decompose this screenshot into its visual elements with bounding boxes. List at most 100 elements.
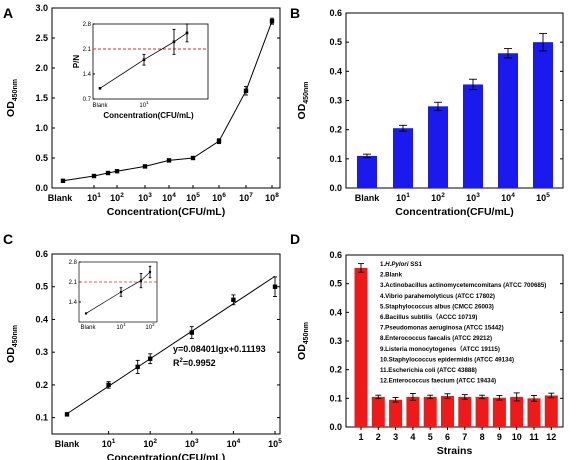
legend-name: Actinobacillus actinomycetemcomitans (AT… (385, 282, 546, 289)
panelC-inset-frame (78, 261, 158, 323)
legend-name: Blank (385, 272, 402, 279)
panelC-xtick-label-exp: 1 (112, 438, 116, 445)
panelD-bar (458, 396, 472, 427)
panelA-xtick-blank: Blank (48, 193, 74, 203)
panelA-xtick-label-exp: 5 (196, 192, 200, 199)
panelA-xtick-label-base: 10 (110, 193, 120, 203)
inset-xtick-exp: 1 (146, 100, 149, 105)
panelA-inset-xtick-blank: Blank (92, 103, 108, 109)
panelB-ylabel-sub: 450nm (303, 82, 310, 104)
panelB-xtick-label: 101 (396, 192, 410, 203)
panelA-xtick-label-exp: 2 (120, 192, 124, 199)
panelB-xtick-label-exp: 1 (406, 192, 410, 199)
panelA-xtick-label-base: 10 (239, 193, 249, 203)
panelA-xtick-label-base: 10 (186, 193, 196, 203)
panelD-ytick-label: 0.2 (329, 365, 342, 375)
panelA-data-point (166, 158, 172, 163)
panelD-legend-item: 1.H.Pylori SS1 (380, 261, 423, 268)
panelB-ylabel: OD450nm (296, 82, 310, 120)
panelD-bar (406, 396, 420, 427)
legend-suffix: SS1 (409, 261, 423, 268)
panelD-xtick-label: 7 (462, 432, 467, 442)
panelA-series-line (62, 21, 273, 182)
legend-num: 6. (380, 314, 385, 321)
panelB-bar (463, 84, 483, 188)
panelD-legend-item: 11.Escherichia coli (ATCC 43888) (380, 367, 477, 374)
panelB-bar (533, 42, 553, 188)
panelB-xtick-label-exp: 3 (476, 192, 480, 199)
panelA-xtick-label-exp: 7 (249, 192, 253, 199)
panelC-inset-ytick-label: 2.8 (69, 260, 78, 266)
panelB-xtick-blank: Blank (355, 193, 381, 203)
panelA-data-point (60, 178, 66, 183)
panelC-inset-point (84, 312, 88, 315)
r2-sup: 2 (180, 358, 184, 364)
panelC-ylabel: OD450nm (5, 325, 19, 363)
panelC-ytick-label: 0.6 (35, 249, 48, 259)
panelD-xtick-label: 2 (376, 432, 381, 442)
panelB-ylabel-main: OD (296, 103, 308, 119)
panelA-inset-xlabel: Concentration(CFU/mL) (103, 111, 194, 120)
panelB-xtick-label-base: 10 (466, 193, 476, 203)
panelD-ylabel-sub: 450nm (303, 322, 310, 344)
panelD-legend-item: 8.Enterococcus faecalis (ATCC 29212) (380, 335, 492, 342)
panelC-data-point (106, 382, 111, 388)
panelD-bar (492, 397, 506, 427)
legend-num: 10. (380, 356, 389, 363)
panelA-inset-xtick-label: 101 (139, 100, 149, 109)
panelA-data-point (91, 173, 97, 179)
panelB-bar (428, 106, 448, 188)
panelD-ytick-label: 0.0 (329, 422, 342, 432)
panelC-inset-xtick-label: 101 (116, 322, 126, 331)
legend-num: 5. (380, 303, 385, 310)
panelD-ylabel-main: OD (296, 344, 308, 360)
panelB-xtick-label: 103 (466, 192, 480, 203)
panel-label-D: D (290, 231, 300, 247)
panelD-ytick-label: 0.3 (329, 336, 342, 346)
panelB-xtick-label-base: 10 (501, 193, 511, 203)
panelD-legend-item: 2.Blank (380, 272, 403, 279)
panelC-fit-line (66, 275, 276, 415)
legend-name: Staphylococcus albus (CMCC 26003) (385, 303, 494, 310)
panelA-inset-point (172, 40, 176, 44)
panelC-xtick-label: 102 (143, 438, 157, 449)
panelD-ytick-label: 0.6 (329, 250, 342, 260)
panelD-xlabel: Strains (437, 445, 473, 457)
panelA-xlabel: Concentration(CFU/mL) (107, 206, 225, 218)
legend-num: 7. (380, 325, 385, 332)
panelB-ytick-label: 0.3 (329, 96, 342, 106)
legend-name: Staphylococcus epidermidis (ATCC 49134) (389, 356, 514, 363)
panelA-ytick-label: 0.0 (35, 183, 48, 193)
panelD-legend-item: 9.Listeria monocytogenes（ATCC 19115) (380, 345, 500, 353)
panelC-frame (51, 253, 281, 435)
panelD-xtick-label: 1 (358, 432, 363, 442)
panelA-inset-ytick-label: 2.8 (83, 22, 92, 28)
panelD-legend-item: 7.Pseudomonas aeruginosa (ATCC 15442) (380, 325, 504, 332)
panelB-bar (357, 155, 377, 188)
panelC-equation: y=0.08401lgx+0.11193 (173, 344, 266, 354)
legend-name: Enterococcus faecalis (ATCC 29212) (385, 335, 492, 342)
panelA-ytick-label: 2.0 (35, 63, 48, 73)
panelC-inset-ytick-label: 2.1 (69, 280, 78, 286)
panelB-xtick-label-base: 10 (431, 193, 441, 203)
panelC-inset-xtick-label: 102 (145, 322, 155, 331)
panelC-xtick-blank: Blank (55, 439, 81, 449)
panelA-inset-ytick-label: 2.1 (83, 47, 92, 53)
panelA-inset-line (99, 32, 188, 89)
panelD-xtick-label: 9 (497, 432, 502, 442)
panelD-bar (510, 396, 524, 427)
panelA-data-point (190, 155, 196, 161)
panelC-ytick-label: 0.2 (35, 380, 48, 390)
panelB-ytick-label: 0.1 (329, 154, 342, 164)
panelD-legend-item: 10.Staphylococcus epidermidis (ATCC 4913… (380, 356, 514, 363)
panelA-xtick-label: 102 (110, 192, 124, 203)
panelB-xtick-label-base: 10 (396, 193, 406, 203)
legend-name: Vibrio parahemolyticus (ATCC 17802) (385, 293, 495, 300)
panelA-xtick-label-exp: 6 (222, 192, 226, 199)
panelD-legend-item: 3.Actinobacillus actinomycetemcomitans (… (380, 282, 546, 289)
panelD-bar (527, 398, 541, 427)
panelC-xtick-label-base: 10 (268, 439, 278, 449)
panelA-ytick-label: 3.0 (35, 3, 48, 13)
panelC-data-point (272, 284, 278, 289)
panelA-xtick-label-exp: 3 (148, 192, 152, 199)
